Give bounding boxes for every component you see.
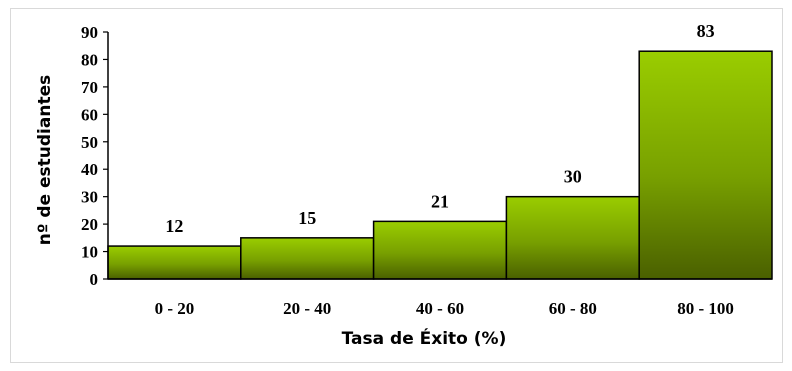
data-label-2: 15 xyxy=(298,208,316,228)
bar-3 xyxy=(372,220,508,280)
y-tick-label-20: 20 xyxy=(81,215,98,234)
y-tick-label-90: 90 xyxy=(81,23,98,42)
x-axis-title: Tasa de Éxito (%) xyxy=(342,327,507,349)
y-axis-title: nº de estudiantes xyxy=(35,75,55,245)
data-label-4: 30 xyxy=(564,167,582,187)
y-tick-label-10: 10 xyxy=(81,243,98,262)
bar-4 xyxy=(505,195,640,280)
y-tick-label-70: 70 xyxy=(81,78,98,97)
y-tick-label-30: 30 xyxy=(81,188,98,207)
x-axis-ticks: 0 - 20 20 - 40 40 - 60 60 - 80 80 - 100 xyxy=(155,299,734,318)
bar-2 xyxy=(240,237,375,280)
x-tick-label-3: 40 - 60 xyxy=(416,299,464,318)
data-label-1: 12 xyxy=(165,216,183,236)
x-tick-label-2: 20 - 40 xyxy=(283,299,331,318)
data-label-3: 21 xyxy=(431,191,449,211)
bar-1 xyxy=(107,245,242,280)
bar-5 xyxy=(638,50,773,280)
data-label-5: 83 xyxy=(697,21,715,41)
x-tick-label-1: 0 - 20 xyxy=(155,299,195,318)
y-tick-label-60: 60 xyxy=(81,105,98,124)
data-labels: 12 15 21 30 83 xyxy=(165,21,714,236)
x-tick-label-4: 60 - 80 xyxy=(549,299,597,318)
x-tick-label-5: 80 - 100 xyxy=(677,299,734,318)
y-axis-ticks: 0 10 20 30 40 50 60 70 80 90 xyxy=(81,23,108,289)
y-tick-label-40: 40 xyxy=(81,160,98,179)
y-tick-label-80: 80 xyxy=(81,50,98,69)
bars-group xyxy=(107,50,773,280)
y-tick-label-0: 0 xyxy=(90,270,99,289)
y-tick-label-50: 50 xyxy=(81,133,98,152)
